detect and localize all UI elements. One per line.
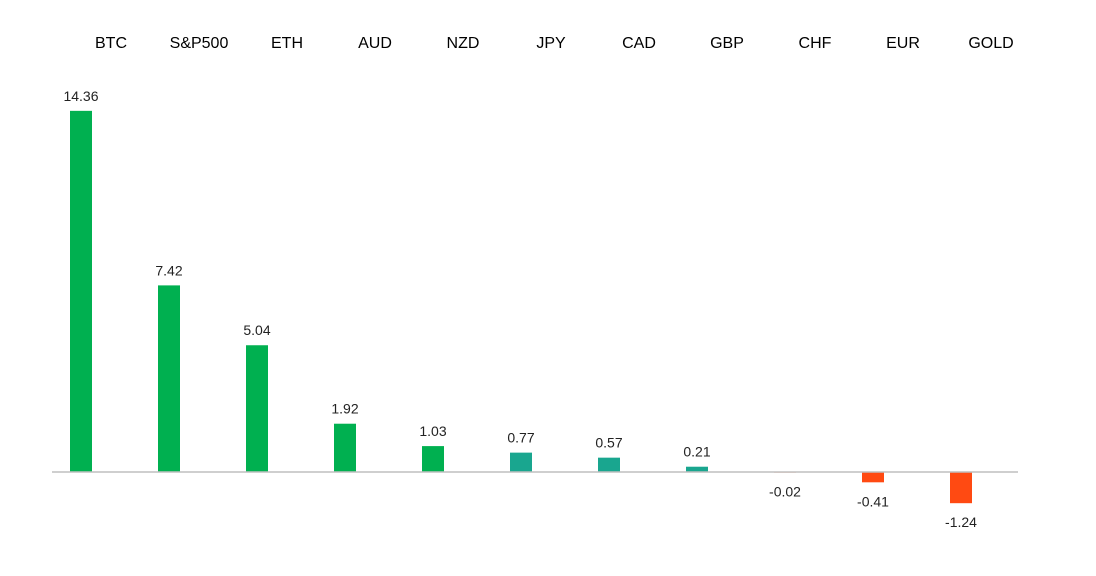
value-label-gbp: 0.21 [683,444,710,460]
value-label-chf: -0.02 [769,484,801,500]
value-label-btc: 14.36 [63,88,98,104]
bar-gold [950,472,972,504]
category-label-btc: BTC [95,35,127,52]
category-label-chf: CHF [799,35,832,52]
bar-btc [70,110,92,472]
value-labels: 14.36 7.42 5.04 1.92 1.03 0.77 0.57 0.21 -0.02 -0… [63,88,977,530]
bar-sp500 [158,285,180,472]
category-label-eth: ETH [271,35,303,52]
category-label-gbp: GBP [710,35,744,52]
value-label-nzd: 1.03 [419,423,446,439]
category-label-gold: GOLD [968,35,1013,52]
category-label-nzd: NZD [447,35,480,52]
value-label-eth: 5.04 [243,322,270,338]
value-label-aud: 1.92 [331,401,358,417]
bar-nzd [422,446,444,472]
bar-cad [598,457,620,472]
category-label-jpy: JPY [536,35,566,52]
category-label-eur: EUR [886,35,920,52]
bar-gbp [686,466,708,472]
value-label-eur: -0.41 [857,493,889,509]
value-label-sp500: 7.42 [155,262,182,278]
bars-group [70,110,972,504]
value-label-jpy: 0.77 [507,430,534,446]
category-label-sp500: S&P500 [170,35,229,52]
bar-eth [246,345,268,472]
bar-aud [334,423,356,472]
category-labels: BTC S&P500 ETH AUD NZD JPY CAD GBP CHF EUR GOLD [95,35,1014,52]
bar-eur [862,472,884,483]
value-label-cad: 0.57 [595,435,622,451]
bar-jpy [510,452,532,472]
value-label-gold: -1.24 [945,514,977,530]
category-label-aud: AUD [358,35,392,52]
category-label-cad: CAD [622,35,656,52]
